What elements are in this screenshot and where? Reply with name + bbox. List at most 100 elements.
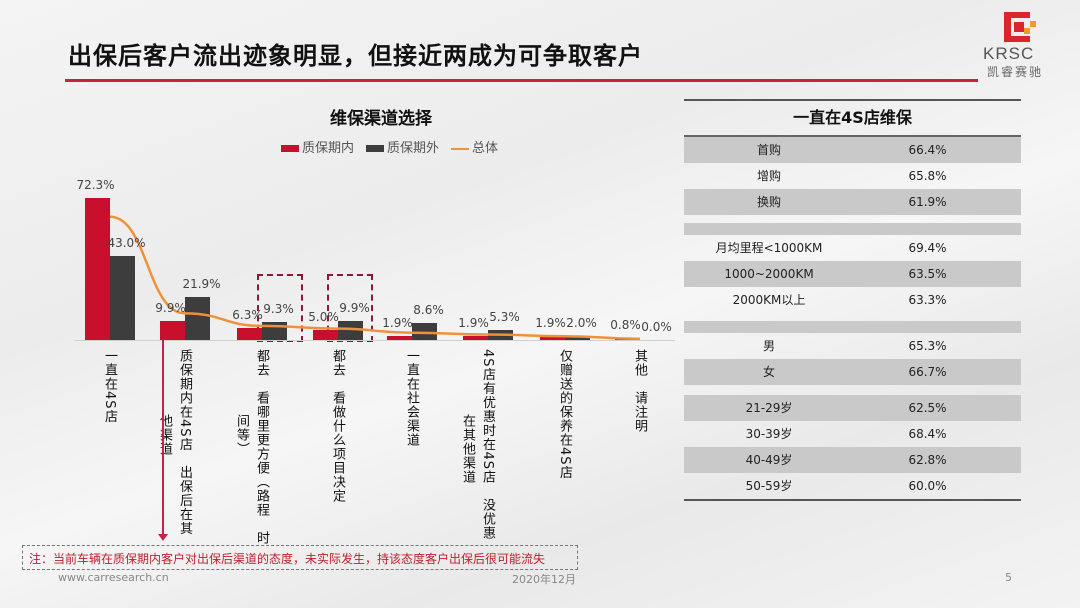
title-divider [65, 79, 978, 82]
bar-out-warranty [565, 336, 590, 340]
row-value: 66.4% [908, 143, 947, 157]
row-value: 61.9% [908, 195, 947, 209]
table-top-rule [684, 99, 1021, 101]
table-row: 月均里程<1000KM 69.4% [684, 235, 1021, 261]
highlight-box-cat4 [327, 274, 373, 342]
total-line [109, 215, 641, 341]
logo-mark-icon [1004, 12, 1036, 42]
table-row: 首购 66.4% [684, 137, 1021, 163]
data-label-in: 0.8% [610, 318, 641, 333]
data-label-in: 6.3% [232, 307, 263, 322]
highlight-box-cat3 [257, 274, 303, 342]
total-line-path [109, 215, 641, 341]
bar-out-warranty [338, 320, 363, 340]
row-label: 30-39岁 [745, 427, 793, 441]
bar-in-warranty [463, 336, 488, 340]
bar-in-warranty [540, 336, 565, 340]
data-label-out: 9.9% [339, 300, 370, 315]
table-row: 增购 65.8% [684, 163, 1021, 189]
data-label-out: 5.3% [489, 309, 520, 324]
data-label-out: 8.6% [413, 303, 444, 318]
arrow-down-icon [158, 534, 168, 541]
table-bottom-rule [684, 499, 1021, 501]
row-value: 69.4% [908, 241, 947, 255]
row-value: 65.3% [908, 339, 947, 353]
bar-out-warranty [185, 297, 210, 340]
table-row: 30-39岁 68.4% [684, 421, 1021, 447]
x-axis-baseline [75, 340, 675, 341]
page-number: 5 [1005, 571, 1012, 584]
row-label: 2000KM以上 [732, 293, 806, 307]
table-title: 一直在4S店维保 [793, 108, 912, 127]
bar-out-warranty [412, 323, 437, 340]
footer-url: www.carresearch.cn [58, 571, 169, 584]
legend-item-out: 质保期外 [366, 137, 439, 156]
category-label: 在其他渠道 [460, 414, 475, 484]
row-label: 首购 [756, 143, 781, 157]
annotation-arrow-line [162, 340, 164, 538]
table-header-rule [684, 135, 1021, 137]
table-row: 21-29岁 62.5% [684, 395, 1021, 421]
legend-swatch-red-icon [281, 145, 299, 152]
data-label-in: 72.3% [76, 178, 115, 193]
legend-item-total: 总体 [451, 137, 498, 156]
logo-subtext: 凯睿赛驰 [987, 65, 1044, 79]
bar-in-warranty [313, 330, 338, 340]
table-row: 2000KM以上 63.3% [684, 287, 1021, 313]
data-label-in: 9.9% [155, 300, 186, 315]
category-label: 其他 请注明 [632, 349, 647, 433]
category-label: 都去 看哪里更方便（路程 时 [254, 349, 269, 545]
krsc-logo [978, 10, 1074, 74]
row-label: 21-29岁 [745, 401, 793, 415]
row-value: 60.0% [908, 479, 947, 493]
bar-in-warranty [85, 198, 110, 340]
page-title: 出保后客户流出迹象明显，但接近两成为可争取客户 [68, 42, 643, 70]
table-group-separator [684, 223, 1021, 235]
table-row: 50-59岁 60.0% [684, 473, 1021, 499]
data-label-out: 0.0% [641, 319, 672, 334]
table-group-separator [684, 321, 1021, 333]
row-label: 男 [762, 339, 775, 353]
category-label: 都去 看做什么项目决定 [330, 349, 345, 503]
row-value: 68.4% [908, 427, 947, 441]
bar-in-warranty [237, 327, 262, 340]
legend-swatch-dark-icon [366, 145, 385, 152]
data-label-out: 43.0% [107, 235, 146, 250]
table-row: 1000~2000KM 63.5% [684, 261, 1021, 287]
row-label: 50-59岁 [745, 479, 793, 493]
table-body: 首购 66.4% 增购 65.8% 换购 61.9% 月均里程<1000KM 69.4% 100… [684, 137, 1021, 499]
data-label-out: 2.0% [566, 316, 597, 331]
logo-text: KRSC [983, 44, 1035, 63]
table-group-separator [684, 385, 1021, 395]
category-label: 他渠道 [157, 414, 172, 456]
footer-date: 2020年12月 [512, 573, 576, 586]
legend-item-in: 质保期内 [281, 137, 354, 156]
row-value: 63.3% [908, 293, 947, 307]
row-value: 63.5% [908, 267, 947, 281]
row-label: 40-49岁 [745, 453, 793, 467]
row-label: 1000~2000KM [724, 267, 814, 281]
table-row: 女 66.7% [684, 359, 1021, 385]
row-value: 66.7% [908, 365, 947, 379]
legend-line-orange-icon [451, 147, 470, 150]
row-value: 62.8% [908, 453, 947, 467]
bar-chart-plot: 72.3% 43.0% 9.9% 21.9% 6.3% 9.3% 5.0% 9.9% 1.9% 8… [75, 178, 675, 545]
bar-in-warranty [160, 320, 185, 340]
data-label-in: 1.9% [458, 316, 489, 331]
table-row: 换购 61.9% [684, 189, 1021, 215]
retention-table: 一直在4S店维保 首购 66.4% 增购 65.8% 换购 61.9% 月均里程<1000K… [684, 99, 1021, 501]
bar-out-warranty [640, 339, 665, 340]
chart-title: 维保渠道选择 [330, 109, 432, 129]
bar-out-warranty [110, 255, 135, 340]
bar-in-warranty [387, 336, 412, 340]
category-label: 一直在社会渠道 [404, 349, 419, 447]
chart-legend: 质保期内 质保期外 总体 [281, 137, 498, 156]
category-label: 间等） [234, 414, 249, 456]
data-label-in: 5.0% [308, 310, 339, 325]
footnote-box: 注：当前车辆在质保期内客户对出保后渠道的态度，未实际发生，持该态度客户出保后很可… [22, 545, 578, 570]
row-label: 女 [762, 365, 775, 379]
data-label-in: 1.9% [382, 316, 413, 331]
category-label: 4S店有优惠时在4S店 没优惠 [480, 349, 495, 541]
data-label-out: 9.3% [263, 301, 294, 316]
category-label: 一直在4S店 [102, 349, 117, 424]
